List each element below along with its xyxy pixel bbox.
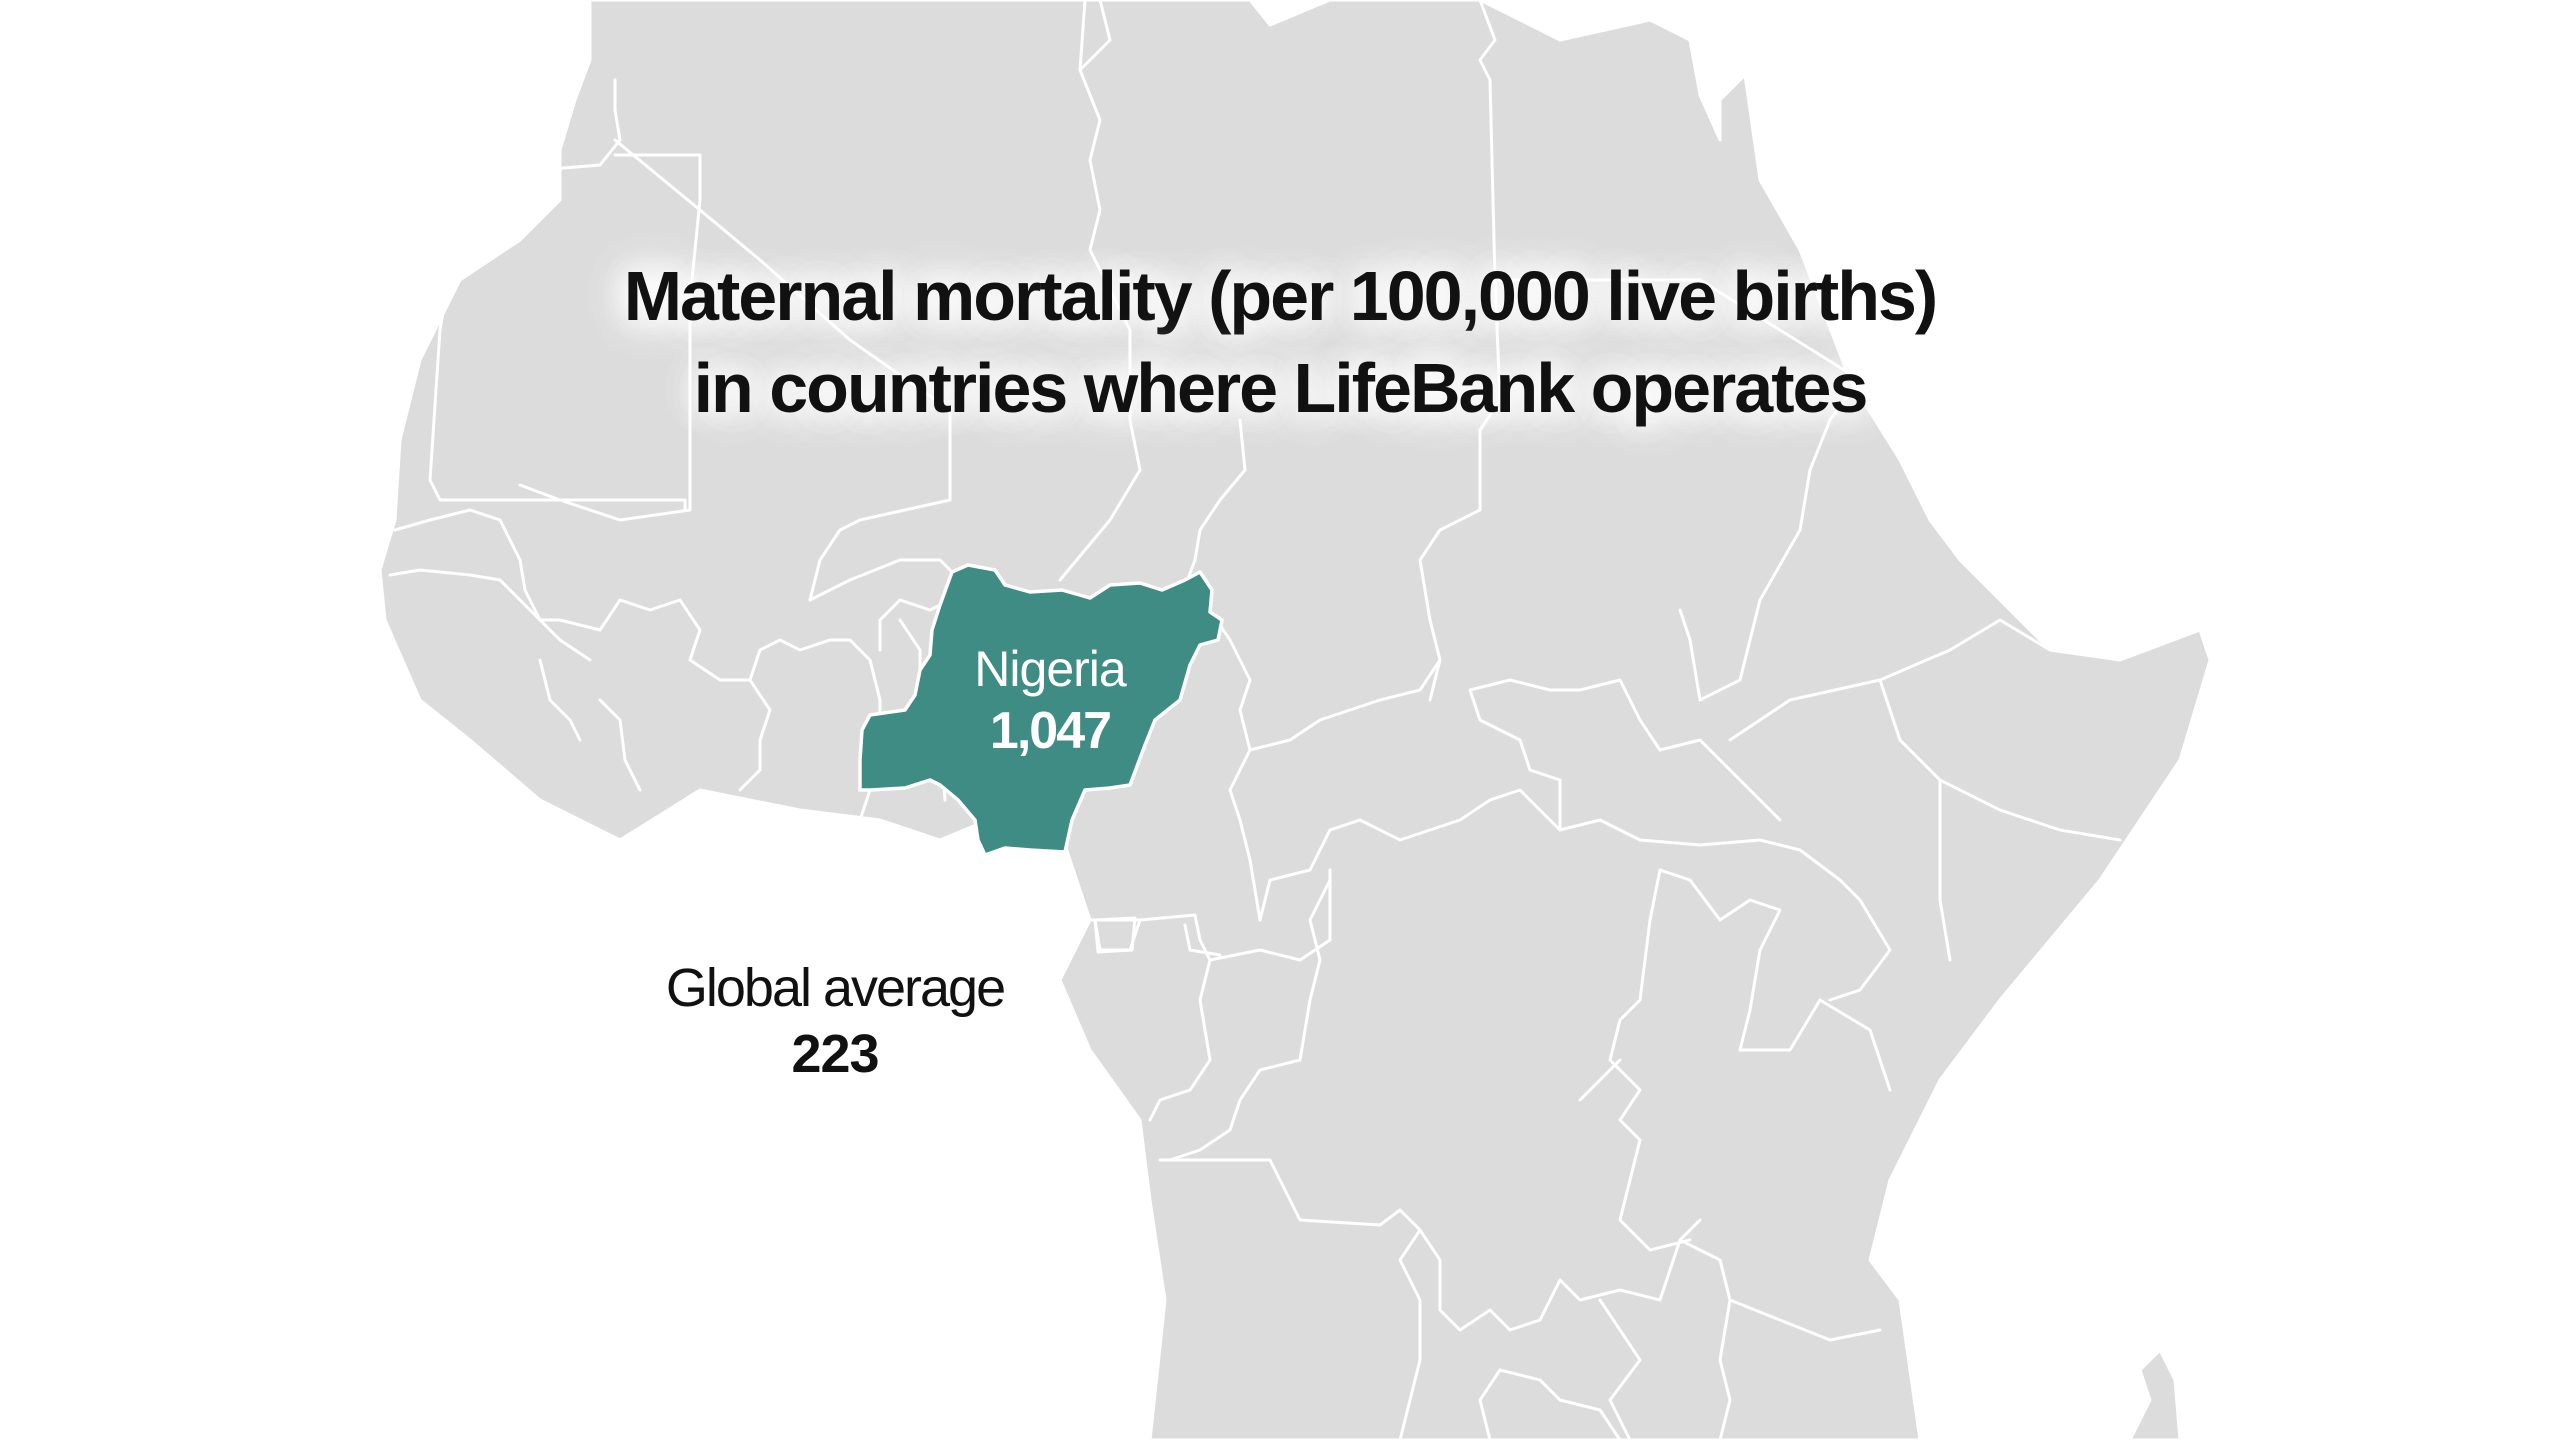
nigeria-shape[interactable] — [858, 563, 1224, 857]
map-title: Maternal mortality (per 100,000 live bir… — [0, 250, 2560, 434]
nigeria-label: Nigeria 1,047 — [920, 638, 1180, 762]
africa-landmass — [378, 0, 2212, 1440]
country-borders — [388, 0, 2122, 1440]
reference-name: Global average — [665, 958, 1006, 1018]
madagascar-fragment — [2128, 1348, 2182, 1440]
country-name: Nigeria — [974, 641, 1126, 697]
reference-value: 223 — [791, 1024, 879, 1084]
title-line-2: in countries where LifeBank operates — [693, 349, 1869, 427]
country-value: 1,047 — [989, 702, 1112, 760]
title-line-1: Maternal mortality (per 100,000 live bir… — [623, 257, 1939, 335]
global-average-label: Global average 223 — [600, 955, 1070, 1087]
